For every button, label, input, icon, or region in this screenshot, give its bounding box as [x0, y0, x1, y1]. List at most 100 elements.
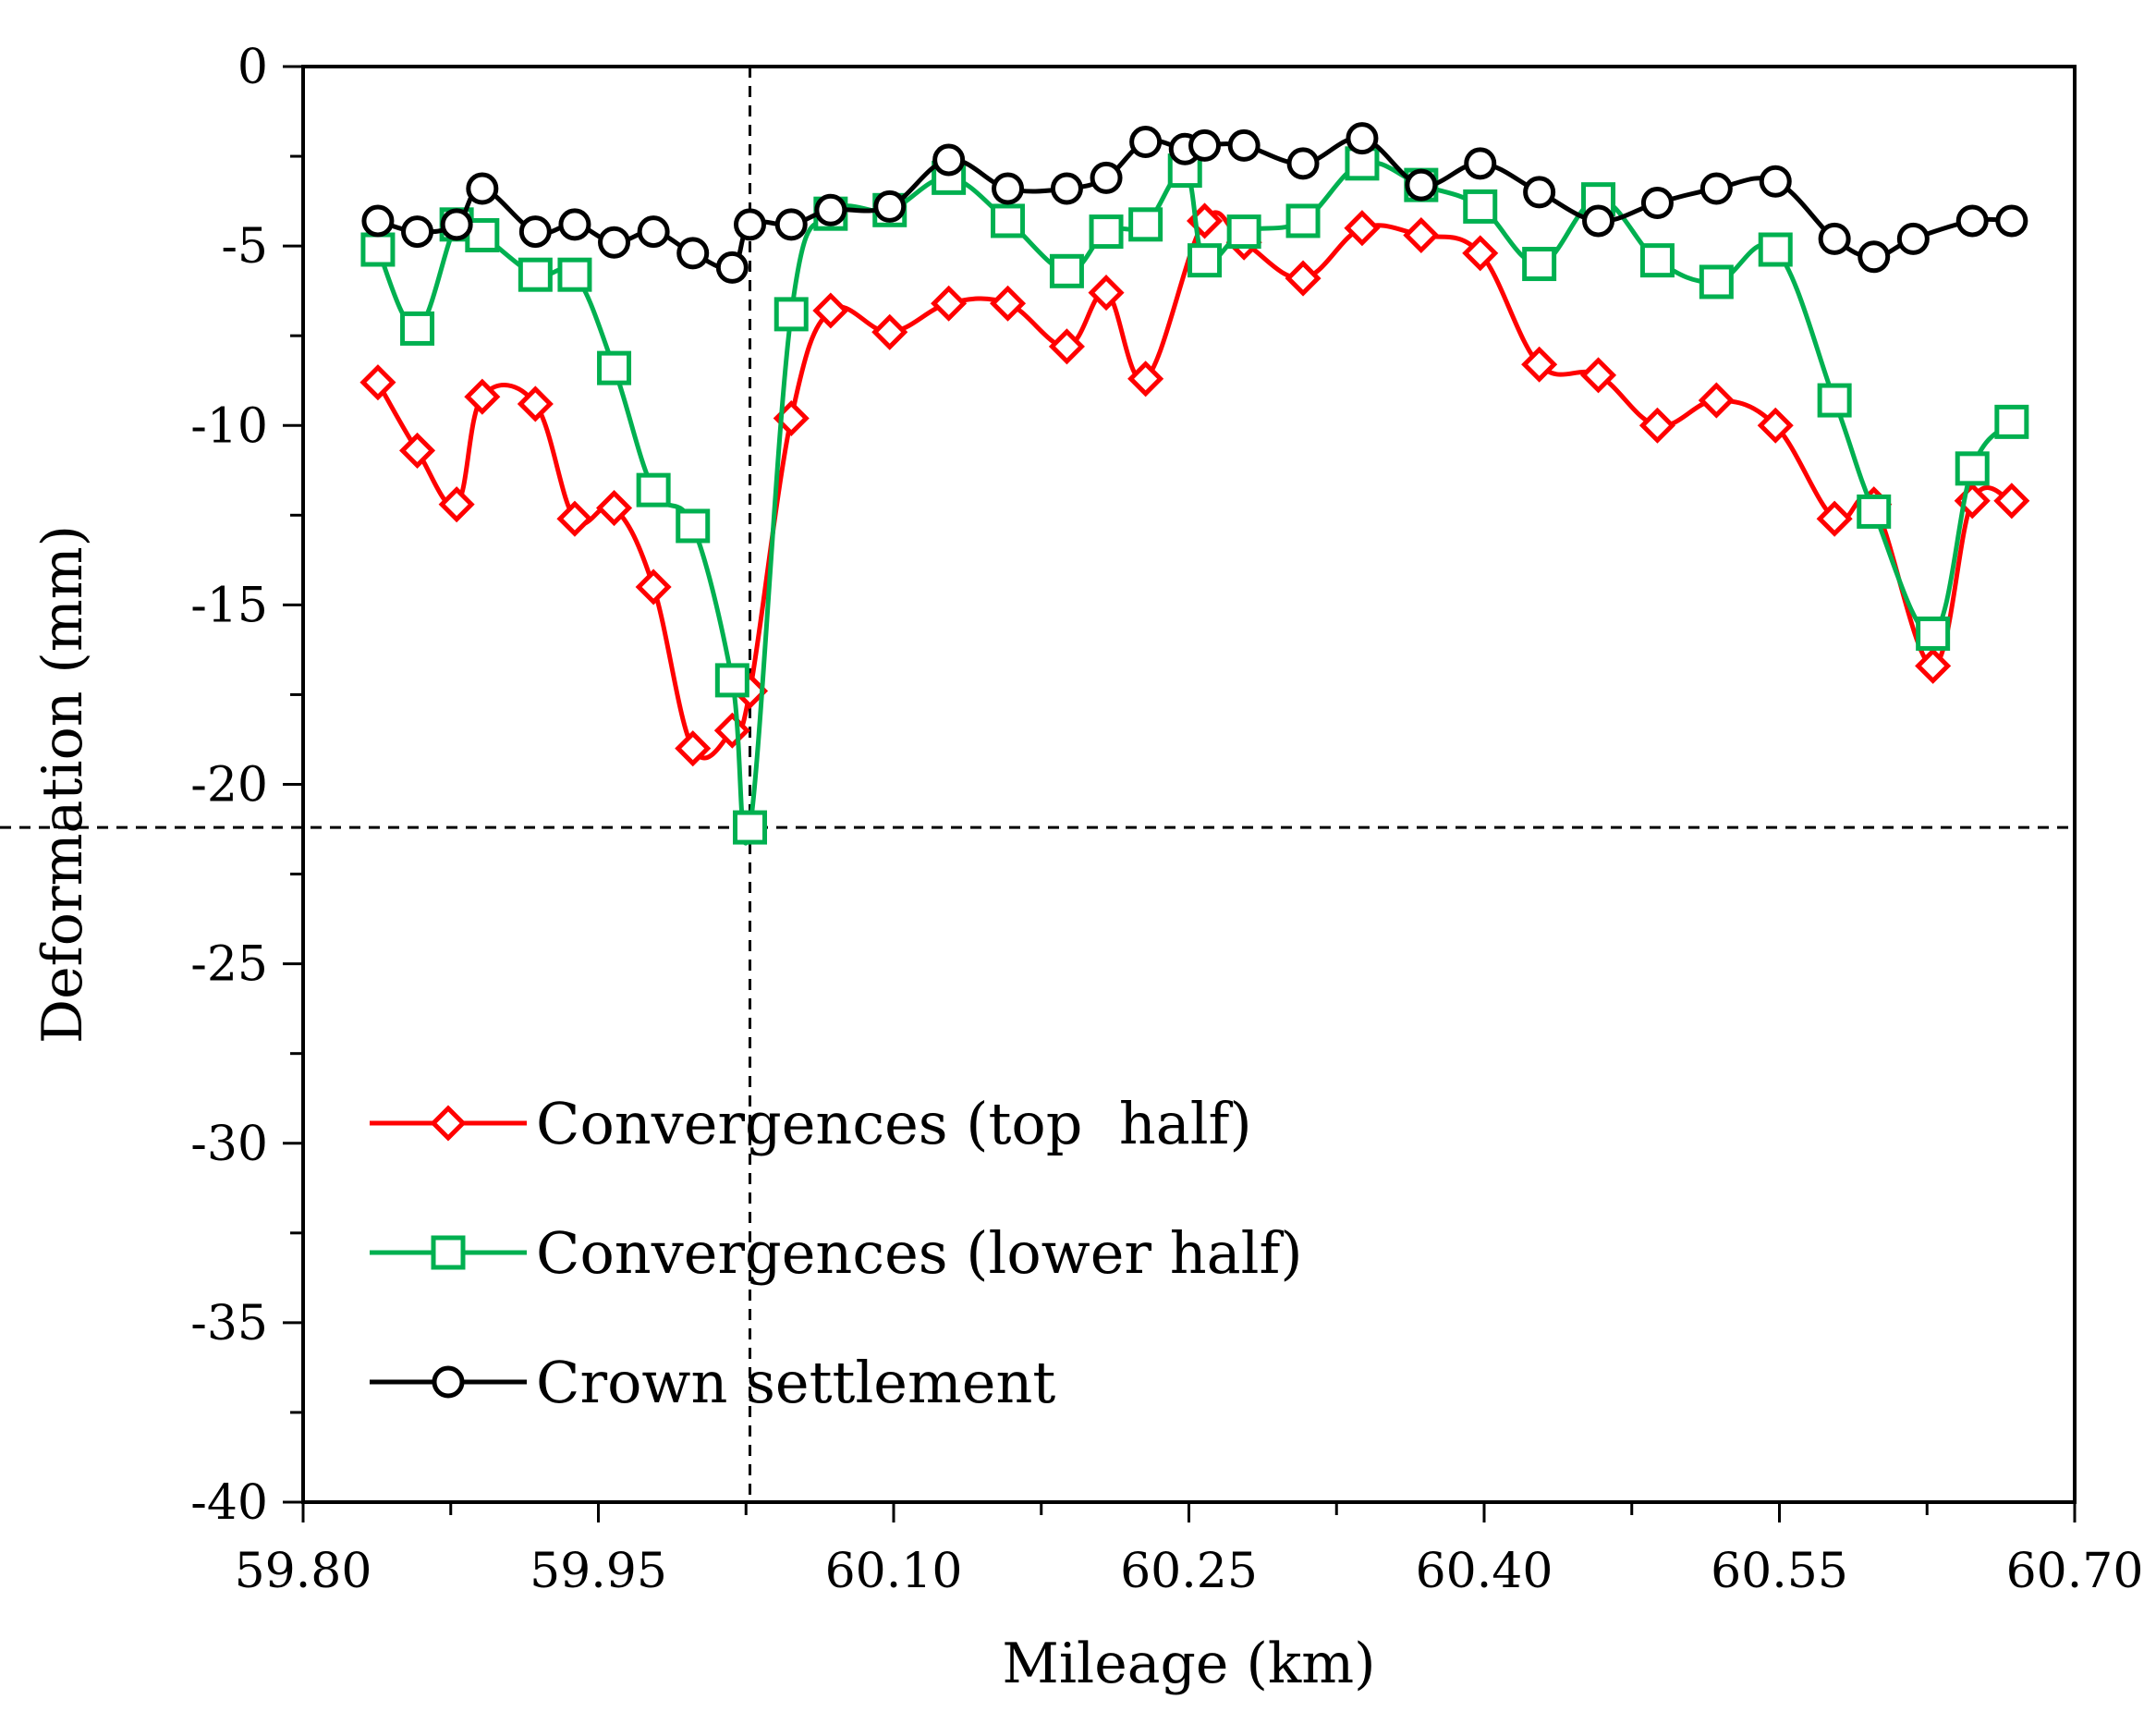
circle-marker — [440, 208, 473, 241]
y-tick-label: -10 — [190, 398, 268, 454]
diamond-marker — [1462, 235, 1499, 272]
circle-marker — [1955, 204, 1989, 238]
circle-marker — [715, 251, 749, 284]
square-marker — [597, 350, 632, 385]
y-tick-label: -35 — [190, 1296, 268, 1351]
diamond-marker — [517, 385, 554, 422]
square-marker — [1463, 189, 1498, 224]
square-marker — [1916, 616, 1951, 651]
series-square — [360, 146, 2029, 846]
diamond-marker — [1638, 407, 1675, 444]
circle-marker — [401, 215, 434, 249]
square-marker — [1639, 243, 1675, 278]
y-tick-label: -25 — [190, 937, 268, 993]
diamond-marker — [1698, 382, 1735, 419]
circle-marker — [932, 143, 966, 177]
diamond-marker — [556, 500, 593, 537]
circle-marker — [1050, 172, 1083, 205]
diamond-marker — [871, 313, 908, 350]
diamond-marker — [1816, 500, 1853, 537]
x-axis-title: Mileage (km) — [1002, 1632, 1375, 1696]
circle-marker — [1129, 126, 1163, 159]
square-marker — [714, 663, 749, 698]
y-tick-label: -5 — [221, 219, 268, 275]
x-tick-label: 60.25 — [1120, 1544, 1258, 1599]
diamond-marker — [1915, 647, 1952, 684]
square-marker — [1285, 203, 1321, 238]
square-marker — [1128, 207, 1163, 242]
square-marker — [1522, 247, 1557, 282]
square-marker — [557, 257, 592, 292]
x-tick-label: 60.40 — [1416, 1544, 1553, 1599]
circle-marker — [1346, 122, 1379, 155]
y-tick-label: -40 — [190, 1475, 268, 1531]
diamond-marker — [812, 292, 849, 329]
y-tick-label: -30 — [190, 1117, 268, 1172]
square-marker — [1994, 404, 2029, 439]
square-marker — [733, 810, 768, 845]
circle-marker — [1464, 147, 1497, 180]
square-marker — [991, 203, 1026, 238]
diamond-marker — [1757, 407, 1794, 444]
diamond-marker — [1127, 361, 1164, 397]
square-marker — [518, 257, 553, 292]
circle-marker — [873, 190, 907, 223]
square-marker — [676, 508, 711, 544]
diamond-marker — [1403, 216, 1440, 254]
circle-marker — [1858, 240, 1891, 274]
y-axis-title: Deformation (mm) — [30, 525, 95, 1044]
x-tick-label: 60.55 — [1711, 1544, 1848, 1599]
diamond-marker — [675, 730, 712, 767]
y-tick-label: -15 — [190, 578, 268, 633]
circle-marker — [1227, 128, 1261, 162]
diamond-marker — [1285, 260, 1322, 297]
series-line — [375, 159, 2014, 846]
circle-marker — [992, 172, 1025, 205]
circle-marker — [1699, 172, 1733, 205]
legend: Convergences (top half) Convergences (low… — [370, 1090, 1303, 1416]
x-tick-label: 59.95 — [530, 1544, 667, 1599]
square-marker — [431, 1235, 466, 1270]
diamond-marker — [1521, 346, 1558, 383]
circle-marker — [676, 237, 710, 270]
x-tick-label: 60.70 — [2006, 1544, 2144, 1599]
series-circle — [361, 122, 2028, 284]
circle-marker — [518, 215, 552, 249]
square-marker — [1188, 243, 1223, 278]
legend-item: Convergences (top half) — [370, 1090, 1252, 1157]
legend-label: Convergences (top half) — [536, 1090, 1252, 1157]
circle-marker — [432, 1365, 465, 1399]
legend-label: Convergences (lower half) — [536, 1219, 1303, 1287]
circle-marker — [361, 204, 395, 238]
y-tick-label: 0 — [238, 40, 268, 95]
diamond-marker — [1580, 357, 1617, 394]
diamond-marker — [1344, 210, 1381, 247]
reference-lines — [0, 67, 2075, 1502]
square-marker — [1699, 264, 1734, 300]
x-tick-label: 60.10 — [825, 1544, 963, 1599]
circle-marker — [1090, 161, 1123, 194]
square-marker — [636, 472, 671, 507]
square-marker — [773, 297, 809, 332]
square-marker — [1049, 253, 1084, 288]
circle-marker — [1286, 147, 1320, 180]
circle-marker — [1523, 176, 1556, 209]
square-marker — [360, 232, 396, 267]
circle-marker — [1896, 222, 1930, 255]
square-marker — [1955, 451, 1990, 486]
circle-marker — [1759, 165, 1792, 198]
square-marker — [1857, 494, 1892, 529]
series-layer — [359, 122, 2030, 846]
circle-marker — [734, 208, 767, 241]
diamond-marker — [1993, 483, 2030, 520]
circle-marker — [1582, 204, 1615, 238]
diamond-marker — [359, 364, 396, 401]
legend-label: Crown settlement — [536, 1349, 1055, 1416]
square-marker — [1758, 232, 1793, 267]
diamond-marker — [635, 569, 672, 605]
square-marker — [1226, 214, 1261, 250]
diamond-marker — [596, 490, 633, 527]
diamond-marker — [399, 432, 436, 469]
diamond-marker — [430, 1105, 467, 1142]
